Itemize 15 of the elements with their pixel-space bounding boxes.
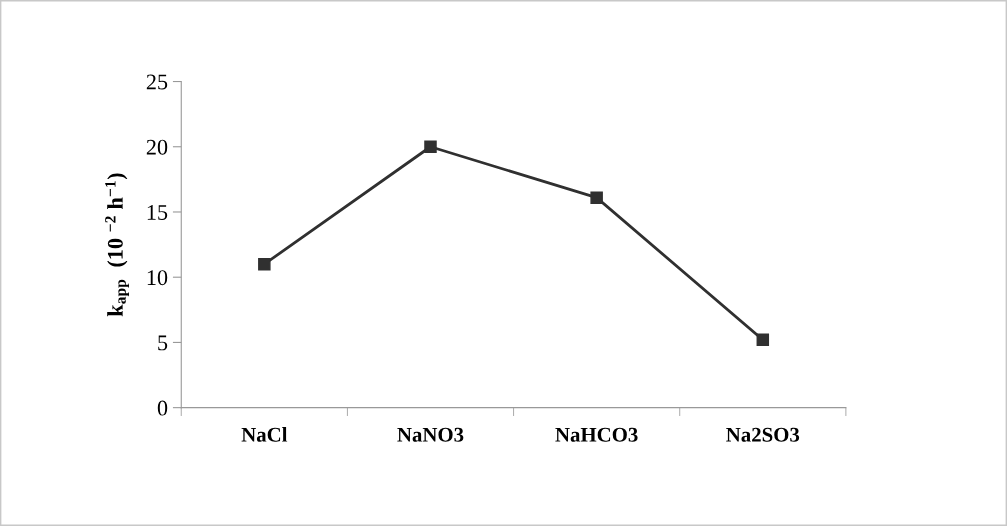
point (590, 191, 603, 204)
y-tick-label: 25 (146, 74, 168, 90)
point (258, 257, 271, 271)
y-tick-label: 15 (147, 205, 168, 220)
y-tick-label: 0 (157, 400, 168, 416)
y-tick-label: 20 (146, 139, 168, 155)
x-tick-label: NaNO3 (397, 427, 464, 442)
point (424, 140, 437, 154)
y-tick-label: 5 (158, 335, 168, 351)
x-tick-label: Na2SO3 (726, 427, 800, 442)
y-tick-label: 10 (147, 270, 168, 286)
x-tick-label: NaCl (241, 427, 288, 442)
point (756, 333, 770, 347)
x-tick-label: NaHCO3 (555, 427, 638, 442)
y-axis-title: k$_{app}$ (10 $^{−2}$ h$^{−1}$) (105, 173, 129, 317)
